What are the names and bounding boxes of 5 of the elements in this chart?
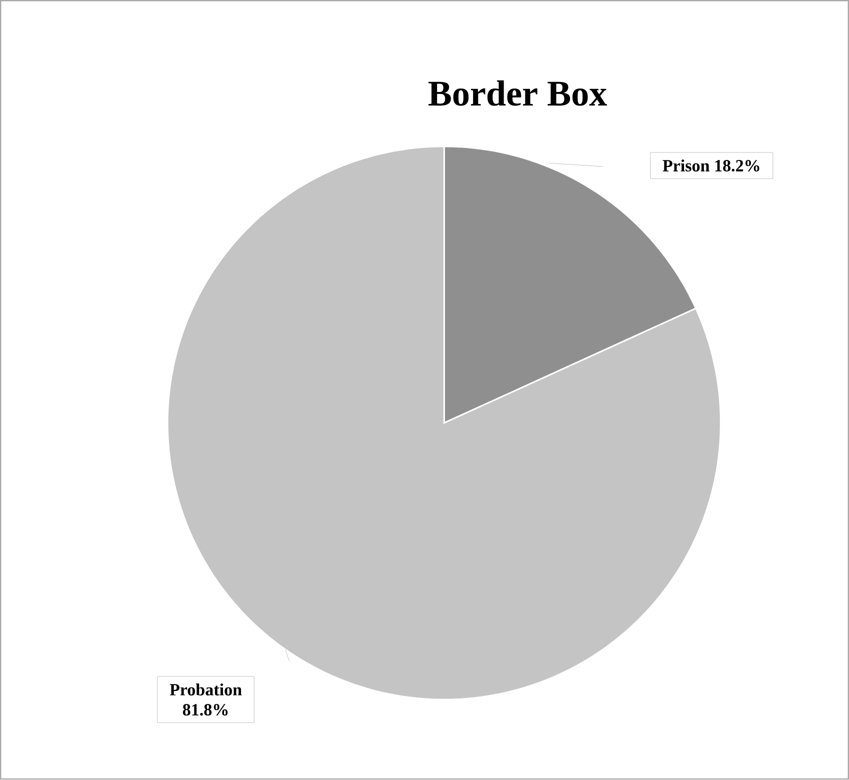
- chart-title: Border Box: [428, 80, 607, 106]
- data-label: 81.8%: [182, 704, 228, 716]
- slice-label: Prison: [662, 160, 710, 172]
- data-label: 18.2%: [715, 160, 760, 172]
- slice-label: Probation: [170, 684, 242, 696]
